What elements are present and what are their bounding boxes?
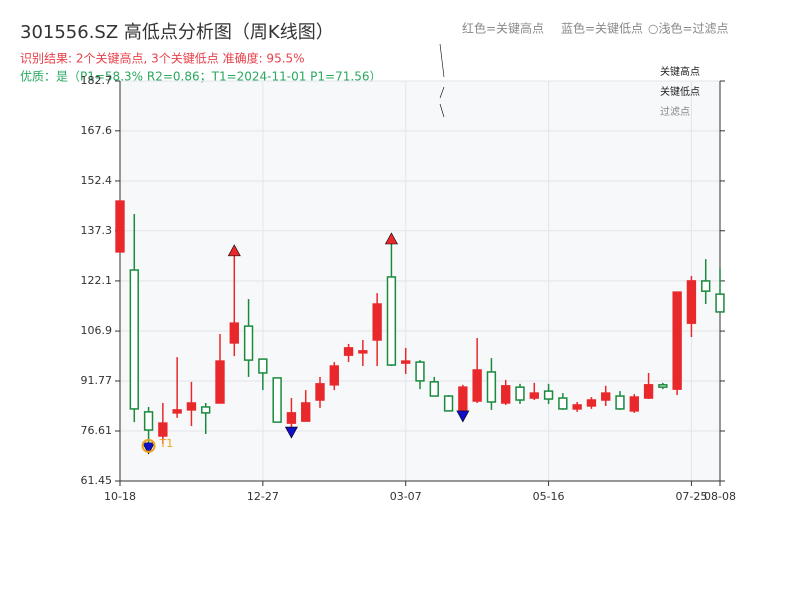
x-tick-label: 10-18	[104, 490, 136, 503]
y-tick-label: 91.77	[81, 374, 113, 387]
candle-body	[129, 269, 139, 410]
x-tick-label: 07-25	[675, 490, 707, 503]
legend-label: 关键低点	[660, 85, 700, 98]
legend-label: 关键高点	[660, 65, 700, 78]
candle-body	[143, 411, 154, 431]
candle-body	[701, 280, 711, 292]
marker	[284, 426, 298, 439]
quality-note: 优质：是（P1=58.3% R2=0.86；T1=2024-11-01 P1=7…	[20, 70, 381, 84]
header-legend: 红色=关键高点	[462, 21, 544, 36]
legend-label: 过滤点	[660, 105, 690, 118]
candle-body	[629, 396, 639, 412]
y-tick-label: 122.1	[81, 274, 113, 287]
marker	[227, 244, 241, 257]
candle-body	[415, 361, 425, 382]
candle-body	[115, 200, 125, 253]
candle-body	[672, 291, 682, 390]
y-tick-label: 106.9	[81, 324, 113, 337]
candle-body	[172, 409, 182, 414]
candle-body	[286, 412, 297, 424]
y-tick-label: 61.45	[81, 474, 113, 487]
candle-body	[158, 422, 168, 437]
candle-body	[558, 397, 568, 410]
x-tick-label: 08-08	[704, 490, 736, 503]
candle-body	[643, 384, 654, 399]
candle-body	[686, 280, 697, 324]
candle-body	[358, 350, 368, 354]
candle-body	[601, 392, 611, 401]
candle-body	[472, 369, 482, 402]
candle-body	[401, 360, 411, 364]
candle-body	[572, 404, 582, 410]
candle-body	[429, 381, 439, 397]
subtitle: 识别结果: 2个关键高点, 3个关键低点 准确度: 95.5%	[20, 51, 305, 66]
candle-body	[215, 360, 225, 404]
candle-body	[258, 358, 268, 374]
header-legend: 蓝色=关键低点	[561, 22, 643, 36]
candle-body	[272, 377, 282, 423]
candle-body	[515, 386, 525, 401]
y-tick-label: 152.4	[81, 174, 113, 187]
candle-body	[329, 365, 339, 386]
candle-body	[715, 293, 725, 313]
candle-body	[243, 325, 254, 361]
header-legend: ○浅色=过滤点	[648, 22, 729, 36]
legend-symbol	[439, 86, 445, 99]
candle-body	[301, 402, 311, 422]
candle-body	[501, 385, 511, 404]
legend-symbol	[439, 43, 445, 78]
marker	[384, 232, 398, 245]
chart-title: 301556.SZ 高低点分析图（周K线图）	[20, 22, 334, 43]
candle-body	[386, 276, 397, 366]
legend-symbol	[439, 103, 445, 118]
y-tick-label: 182.7	[81, 74, 113, 87]
marker	[142, 442, 156, 455]
candle-body	[443, 395, 454, 412]
candle-body	[343, 347, 354, 356]
x-tick-label: 03-07	[390, 490, 422, 503]
candle-body	[372, 303, 382, 341]
x-tick-label: 12-27	[247, 490, 279, 503]
y-tick-label: 167.6	[81, 124, 113, 137]
candle-body	[586, 399, 597, 407]
candle-body	[529, 392, 539, 399]
candle-body	[315, 383, 325, 401]
x-tick-label: 05-16	[533, 490, 565, 503]
candle-body	[229, 322, 239, 344]
y-tick-label: 76.61	[81, 424, 113, 437]
candle-body	[458, 386, 468, 411]
marker-label: T1	[159, 437, 174, 450]
candle-body	[201, 406, 211, 414]
y-tick-label: 137.3	[81, 224, 113, 237]
marker-circle	[141, 438, 156, 453]
candle-body	[186, 402, 197, 411]
candle-body	[543, 390, 554, 400]
candle-body	[486, 371, 497, 403]
marker	[456, 410, 470, 423]
candle-body	[658, 384, 668, 388]
candle-body	[615, 395, 625, 410]
